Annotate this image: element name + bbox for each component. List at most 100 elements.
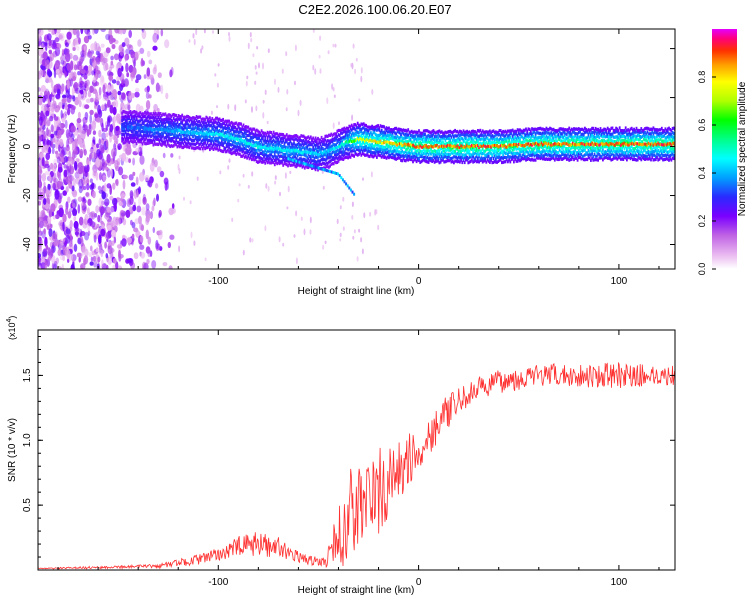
- spectrogram-speckle: [238, 183, 241, 187]
- spectrogram-speckle: [98, 234, 102, 245]
- spectrogram-speckle: [95, 247, 99, 253]
- spectrogram-speckle: [121, 238, 127, 247]
- spectrogram-speckle: [293, 234, 296, 238]
- spectrogram-speckle: [65, 52, 71, 63]
- spectrogram-speckle: [109, 195, 114, 201]
- spectrogram-speckle: [59, 148, 65, 158]
- spectrogram-speckle: [38, 142, 42, 150]
- spectrogram-speckle: [89, 114, 92, 124]
- spectrogram-speckle: [80, 201, 86, 210]
- spectrogram-speckle: [66, 62, 71, 72]
- spectrogram-speckle: [284, 172, 287, 179]
- spectrogram-speckle: [71, 87, 75, 96]
- spectrogram-speckle: [67, 196, 71, 204]
- spectrogram-speckle: [83, 73, 88, 80]
- spectrogram-speckle: [73, 81, 79, 92]
- spectrogram-speckle: [169, 69, 173, 78]
- spectrogram-speckle: [299, 99, 302, 106]
- spectrogram-speckle: [90, 221, 96, 228]
- spectrogram-speckle: [119, 46, 123, 53]
- spectrogram-speckle: [192, 33, 195, 39]
- spectrogram-speckle: [125, 62, 129, 73]
- spectrogram-speckle: [153, 29, 157, 35]
- spectrogram-speckle: [106, 153, 111, 164]
- spectrogram-speckle: [102, 187, 108, 192]
- spectrogram-speckle: [65, 129, 70, 139]
- spectrogram-speckle: [110, 206, 115, 213]
- spectrogram-speckle: [77, 162, 83, 169]
- spectrogram-speckle: [78, 37, 81, 45]
- spectrogram-speckle: [210, 110, 213, 115]
- spectrogram-speckle: [60, 85, 64, 95]
- spectrogram-speckle: [53, 88, 58, 94]
- spectrogram-speckle: [60, 59, 65, 65]
- spectrogram-speckle: [324, 240, 327, 244]
- spectrogram-speckle: [98, 138, 102, 146]
- spectrogram-speckle: [92, 29, 96, 35]
- spectrogram-speckle: [188, 39, 191, 43]
- spectrogram-speckle: [65, 228, 71, 235]
- spectrogram-speckle: [319, 35, 322, 41]
- spectrogram-speckle: [57, 249, 62, 256]
- spectrogram-speckle: [112, 106, 117, 116]
- spectrogram-speckle: [153, 197, 156, 207]
- spectrogram-speckle: [53, 260, 58, 269]
- spectrogram-speckle: [190, 231, 193, 239]
- spectrogram-speckle: [126, 72, 130, 78]
- spectrogram-speckle: [121, 92, 126, 100]
- spectrogram-speckle: [294, 80, 296, 86]
- spectrogram-speckle: [133, 227, 139, 233]
- spectrogram-speckle: [152, 226, 155, 234]
- spectrogram-speckle: [62, 254, 65, 262]
- spectrogram-speckle: [78, 178, 84, 189]
- spectrogram-speckle: [80, 130, 86, 141]
- spectrogram-speckle: [178, 245, 181, 253]
- spectrogram-speckle: [65, 90, 70, 98]
- spectrogram-speckle: [334, 43, 337, 48]
- spectrogram-speckle: [242, 249, 245, 256]
- spectrogram-speckle: [48, 174, 52, 182]
- spectrogram-speckle: [156, 29, 160, 36]
- spectrogram-speckle: [38, 181, 43, 188]
- spectrogram-speckle: [375, 209, 378, 215]
- spectrogram-speckle: [52, 182, 57, 191]
- spectrogram-speckle: [82, 221, 88, 229]
- spectrogram-speckle: [74, 160, 78, 171]
- spectrogram-speckle: [91, 120, 96, 131]
- spectrogram-speckle: [256, 46, 259, 50]
- spectrogram-speckle: [274, 180, 277, 185]
- spectrogram-speckle: [370, 171, 373, 178]
- spectrogram-speckle: [136, 205, 142, 213]
- spectrogram-speckle: [64, 102, 68, 111]
- spectrogram-speckle: [49, 115, 54, 122]
- spectrogram-speckle: [38, 200, 41, 206]
- spectrogram-ridge-cell: [240, 122, 242, 126]
- spectrogram-speckle: [251, 238, 254, 243]
- spectrogram-speckle: [94, 113, 99, 119]
- spectrogram-speckle: [139, 47, 145, 55]
- spectrogram-speckle: [216, 105, 218, 109]
- spectrogram-speckle: [50, 162, 54, 170]
- spectrogram-speckle: [48, 38, 52, 47]
- spectrogram-speckle: [121, 42, 126, 48]
- spectrogram-speckle: [258, 62, 260, 69]
- spectrogram-speckle: [62, 213, 67, 223]
- spectrogram-speckle: [100, 43, 105, 48]
- spectrogram-speckle: [64, 119, 68, 129]
- spectrogram-speckle: [107, 256, 112, 265]
- spectrogram-speckle: [79, 83, 83, 90]
- spectrogram-speckle: [111, 229, 116, 238]
- spectrogram-speckle: [51, 29, 56, 36]
- spectrogram-speckle: [155, 82, 160, 93]
- spectrogram-speckle: [80, 69, 86, 74]
- spectrogram-speckle: [71, 185, 75, 192]
- spectrogram-speckle: [92, 164, 98, 173]
- spectrogram-speckle: [245, 80, 248, 87]
- spectrogram-speckle: [128, 150, 131, 155]
- spectrogram-speckle: [117, 265, 123, 269]
- spectrogram-speckle: [133, 51, 139, 61]
- spectrogram-speckle: [171, 207, 176, 214]
- spectrogram-speckle: [91, 57, 95, 63]
- spectrogram-speckle: [92, 255, 98, 264]
- spectrogram-speckle: [49, 52, 55, 62]
